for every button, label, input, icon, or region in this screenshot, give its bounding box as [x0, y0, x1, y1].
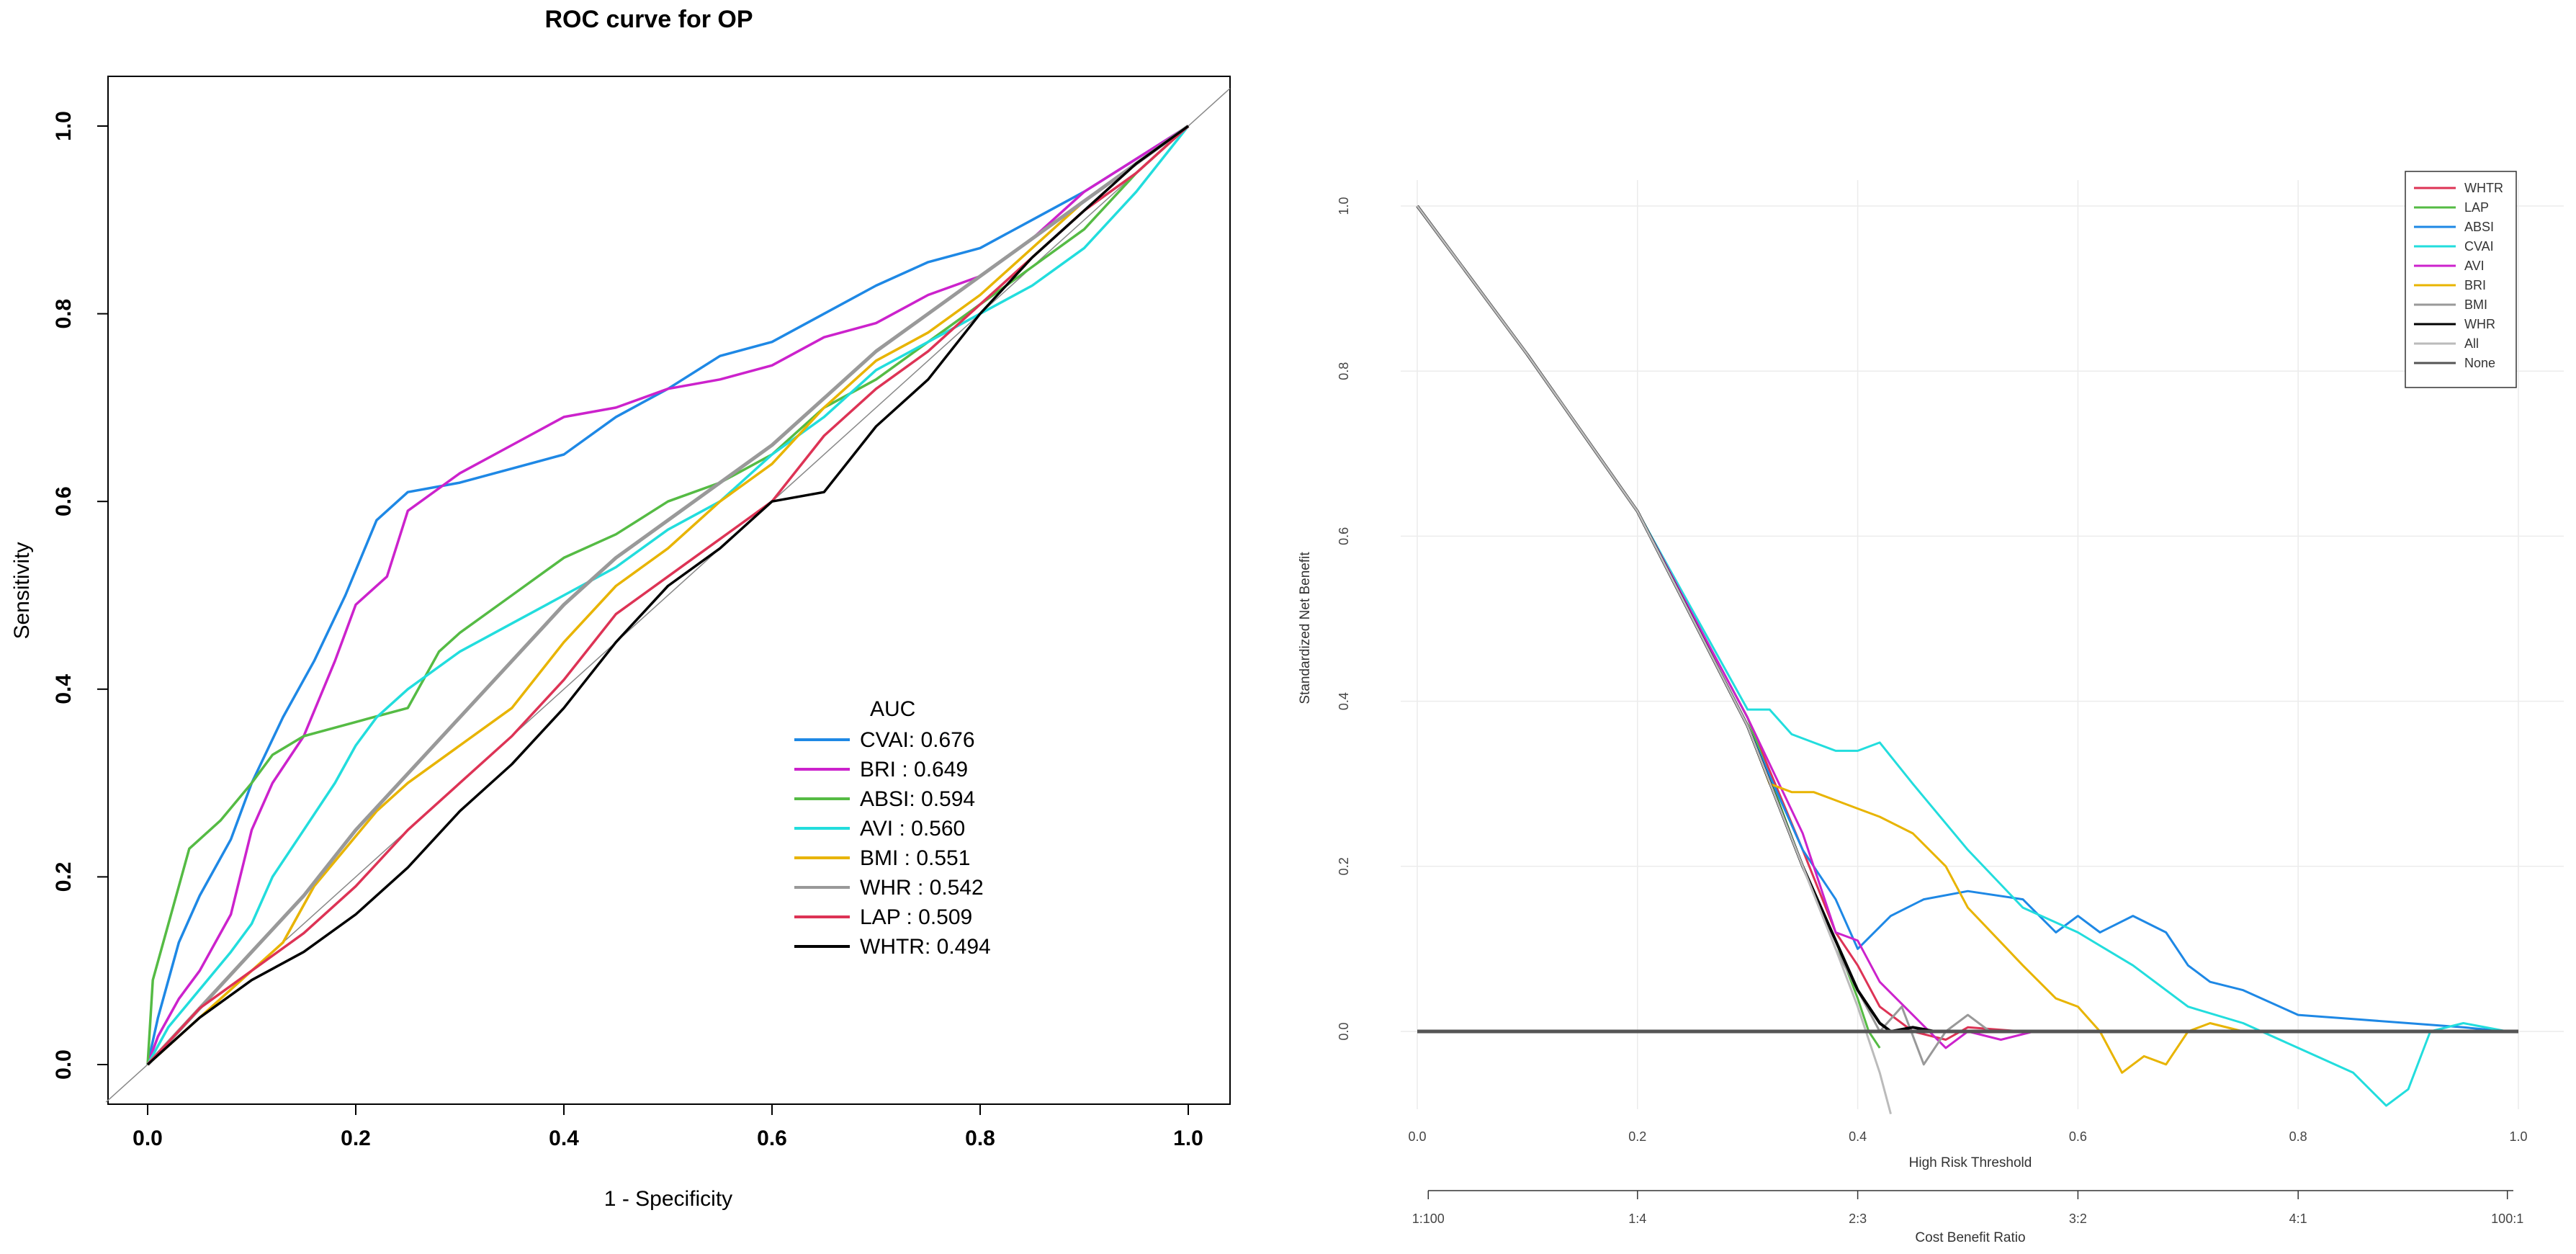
roc-series-group [146, 124, 1190, 1066]
dca-x-ticks: 0.0 0.2 0.4 0.6 0.8 1.0 [1408, 1129, 2527, 1144]
dca-series-group [1416, 205, 2518, 1114]
dca-y-tick-label: 0.0 [1337, 1022, 1351, 1040]
dca-legend: WHTR LAP ABSI CVAI AVI BRI BMI WHR All None [2405, 171, 2517, 388]
dca-cost-benefit-tick-label: 100:1 [2491, 1212, 2523, 1226]
roc-y-tick-label: 0.6 [52, 486, 76, 516]
dca-x-tick-label: 0.0 [1408, 1129, 1426, 1144]
roc-y-tick-label: 0.2 [52, 862, 76, 892]
dca-cost-benefit-tick-label: 4:1 [2289, 1212, 2307, 1226]
roc-y-ticks: 0.0 0.2 0.4 0.6 0.8 1.0 [52, 111, 108, 1080]
roc-y-tick-label: 1.0 [52, 111, 76, 141]
dca-legend-label-all: All [2464, 336, 2479, 351]
roc-series-avi [146, 125, 1190, 1065]
roc-legend-label-bmi: BMI : 0.551 [860, 846, 970, 870]
dca-cost-benefit-label: Cost Benefit Ratio [1915, 1230, 2025, 1245]
dca-legend-label-whtr: WHTR [2464, 181, 2503, 195]
dca-y-axis-label: Standardized Net Benefit [1298, 552, 1313, 704]
dca-cost-benefit-tick-label: 3:2 [2069, 1212, 2087, 1226]
roc-series-whr [146, 124, 1190, 1066]
dca-legend-label-whr: WHR [2464, 317, 2495, 331]
dca-y-tick-label: 0.4 [1337, 692, 1351, 710]
dca-y-tick-label: 0.2 [1337, 857, 1351, 875]
dca-cost-benefit-tick-label: 1:4 [1628, 1212, 1646, 1226]
roc-legend-label-lap: LAP : 0.509 [860, 905, 972, 929]
roc-chart: ROC curve for OP 0.0 0.2 0.4 0.6 0.8 1.0 0.00… [10, 6, 1231, 1211]
roc-legend-label-bri: BRI : 0.649 [860, 758, 968, 781]
roc-x-ticks: 0.0 0.2 0.4 0.6 0.8 1.0 [133, 1104, 1203, 1150]
dca-legend-label-none: None [2464, 356, 2495, 370]
dca-x-tick-label: 0.4 [1849, 1129, 1867, 1144]
dca-cost-benefit-ticks: 1:100 1:4 2:3 3:2 4:1 100:1 [1412, 1191, 2523, 1226]
dca-legend-label-bri: BRI [2464, 278, 2486, 292]
roc-y-tick-label: 0.4 [52, 674, 76, 704]
dca-legend-label-avi: AVI [2464, 259, 2485, 273]
roc-reference-diagonal [105, 88, 1231, 1103]
dca-legend-label-cvai: CVAI [2464, 239, 2494, 254]
roc-legend-label-cvai: CVAI: 0.676 [860, 728, 975, 752]
dca-cost-benefit-tick-label: 1:100 [1412, 1212, 1445, 1226]
dca-y-tick-label: 1.0 [1337, 197, 1351, 215]
dca-grid [1401, 180, 2564, 1109]
dca-chart: 0.0 0.2 0.4 0.6 0.8 1.0 0.0 0.2 0.4 0.6 0.8 1.0 1:… [1298, 171, 2564, 1245]
dca-cost-benefit-tick-label: 2:3 [1849, 1212, 1867, 1226]
dca-legend-label-bmi: BMI [2464, 297, 2487, 312]
roc-x-axis-label: 1 - Specificity [604, 1187, 732, 1211]
dca-legend-label-lap: LAP [2464, 200, 2489, 215]
roc-legend: AUC CVAI: 0.676 BRI : 0.649 ABSI: 0.594 AVI… [794, 697, 991, 959]
dca-series-all [1416, 205, 1892, 1114]
roc-legend-title: AUC [870, 697, 915, 721]
dca-series-bri [1416, 205, 2320, 1074]
roc-series-cvai [146, 125, 1189, 1065]
dca-series-cvai [1416, 205, 2508, 1107]
roc-legend-label-whtr: WHTR: 0.494 [860, 935, 991, 959]
roc-y-tick-label: 0.8 [52, 299, 76, 329]
roc-series-whtr [146, 125, 1190, 1066]
roc-y-tick-label: 0.0 [52, 1049, 76, 1080]
dca-x-tick-label: 1.0 [2509, 1129, 2527, 1144]
roc-legend-label-avi: AVI : 0.560 [860, 817, 965, 841]
dca-y-ticks: 0.0 0.2 0.4 0.6 0.8 1.0 [1337, 197, 1351, 1040]
roc-x-tick-label: 0.6 [757, 1127, 787, 1150]
roc-y-axis-label: Sensitivity [10, 542, 34, 639]
roc-title: ROC curve for OP [544, 6, 753, 33]
dca-series-absi [1416, 205, 2508, 1033]
roc-legend-label-whr: WHR : 0.542 [860, 876, 984, 900]
dca-legend-label-absi: ABSI [2464, 220, 2494, 234]
roc-legend-label-absi: ABSI: 0.594 [860, 787, 975, 811]
roc-x-tick-label: 0.4 [549, 1127, 579, 1150]
roc-series-lap [146, 125, 1190, 1066]
dca-y-tick-label: 0.6 [1337, 527, 1351, 545]
dca-x-axis-label: High Risk Threshold [1909, 1155, 2032, 1170]
roc-x-tick-label: 1.0 [1173, 1127, 1203, 1150]
dca-x-tick-label: 0.8 [2289, 1129, 2307, 1144]
dca-legend-box [2405, 171, 2517, 388]
dca-y-tick-label: 0.8 [1337, 362, 1351, 380]
dca-x-tick-label: 0.2 [1628, 1129, 1646, 1144]
dca-x-tick-label: 0.6 [2069, 1129, 2087, 1144]
roc-x-tick-label: 0.0 [133, 1127, 163, 1150]
roc-series-bri [146, 125, 1189, 1065]
roc-series-bmi [146, 125, 1190, 1066]
roc-x-tick-label: 0.2 [341, 1127, 371, 1150]
roc-x-tick-label: 0.8 [965, 1127, 995, 1150]
roc-plot-frame [107, 76, 1231, 1105]
